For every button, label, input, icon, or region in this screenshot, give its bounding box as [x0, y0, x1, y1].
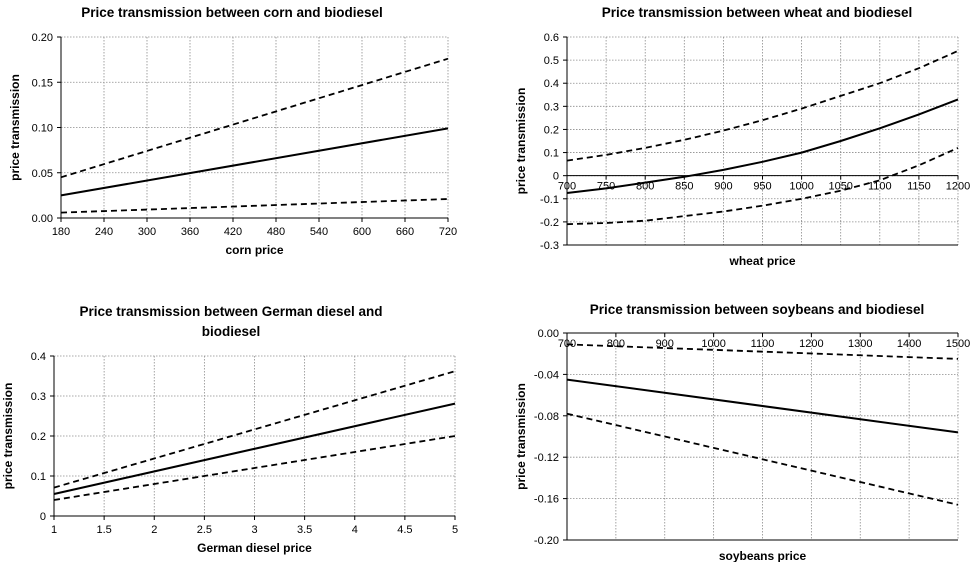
x-tick-label: 700	[558, 181, 576, 193]
y-tick-label: -0.12	[534, 452, 559, 464]
y-tick-label: -0.20	[534, 535, 559, 547]
y-tick-label: 0.1	[544, 148, 559, 160]
chart-title: biodiesel	[202, 324, 261, 339]
x-tick-label: 180	[52, 226, 70, 238]
x-tick-label: 360	[181, 226, 199, 238]
confidence-bound-line-3	[53, 435, 456, 501]
x-tick-label: 660	[396, 226, 414, 238]
y-tick-label: 0.05	[32, 168, 53, 180]
y-tick-label: 0.5	[544, 55, 559, 67]
x-tick-label: 1200	[799, 338, 823, 350]
x-tick-label: 420	[224, 226, 242, 238]
estimate-line-1	[566, 98, 959, 194]
x-tick-label: 480	[267, 226, 285, 238]
x-tick-label: 900	[714, 181, 732, 193]
x-tick-label: 1	[51, 524, 57, 536]
y-tick-label: -0.3	[540, 240, 559, 252]
y-tick-label: 0	[40, 511, 46, 523]
confidence-bound-line-2	[566, 50, 959, 162]
x-tick-label: 1050	[828, 181, 852, 193]
y-tick-label: 0.6	[544, 32, 559, 44]
chart-title: Price transmission between corn and biod…	[81, 5, 383, 20]
x-tick-label: 3	[251, 524, 257, 536]
x-tick-label: 1.5	[96, 524, 111, 536]
chart-4: Price transmission between soybeans and …	[514, 302, 970, 562]
y-tick-label: 0.00	[32, 213, 53, 225]
y-tick-label: 0.3	[544, 101, 559, 113]
y-tick-label: -0.2	[540, 217, 559, 229]
y-tick-label: 0.15	[32, 77, 53, 89]
x-tick-label: 1000	[789, 181, 813, 193]
chart-3: Price transmission between German diesel…	[1, 304, 458, 555]
y-axis-title: price transmission	[514, 383, 528, 490]
chart-title: Price transmission between German diesel…	[79, 304, 382, 319]
x-tick-label: 850	[675, 181, 693, 193]
x-tick-label: 950	[753, 181, 771, 193]
estimate-line-1	[53, 402, 456, 495]
y-axis-title: price transmission	[514, 88, 528, 195]
x-axis-title: corn price	[225, 243, 283, 257]
x-tick-label: 5	[452, 524, 458, 536]
x-tick-label: 1300	[848, 338, 872, 350]
x-tick-label: 700	[558, 338, 576, 350]
x-tick-label: 1200	[946, 181, 970, 193]
chart-title: Price transmission between soybeans and …	[590, 302, 925, 317]
y-tick-label: 0.20	[32, 32, 53, 44]
x-axis-title: German diesel price	[197, 541, 312, 555]
x-tick-label: 1000	[701, 338, 725, 350]
y-tick-label: -0.04	[534, 369, 559, 381]
x-tick-label: 1150	[907, 181, 931, 193]
x-tick-label: 4.5	[397, 524, 412, 536]
y-axis-title: price transmission	[1, 383, 15, 490]
x-tick-label: 1100	[868, 181, 892, 193]
estimate-line-1	[60, 127, 449, 197]
y-tick-label: -0.08	[534, 411, 559, 423]
x-tick-label: 300	[138, 226, 156, 238]
confidence-bound-line-2	[60, 57, 449, 179]
confidence-bound-line-3	[566, 147, 959, 226]
y-tick-label: 0.10	[32, 123, 53, 135]
chart-2: Price transmission between wheat and bio…	[514, 5, 970, 268]
y-tick-label: 0.00	[538, 328, 559, 340]
x-tick-label: 2.5	[197, 524, 212, 536]
x-tick-label: 2	[151, 524, 157, 536]
chart-title: Price transmission between wheat and bio…	[602, 5, 913, 20]
x-tick-label: 1500	[946, 338, 970, 350]
y-tick-label: -0.16	[534, 494, 559, 506]
y-tick-label: 0.2	[31, 431, 46, 443]
x-tick-label: 1400	[897, 338, 921, 350]
estimate-line-1	[566, 378, 959, 434]
y-tick-label: 0.1	[31, 471, 46, 483]
y-tick-label: 0.4	[31, 351, 46, 363]
y-tick-label: -0.1	[540, 194, 559, 206]
x-tick-label: 1100	[751, 338, 775, 350]
y-tick-label: 0.3	[31, 391, 46, 403]
y-tick-label: 0.2	[544, 124, 559, 136]
x-tick-label: 240	[95, 226, 113, 238]
chart-1: Price transmission between corn and biod…	[8, 5, 457, 257]
x-axis-title: soybeans price	[719, 549, 807, 562]
y-tick-label: 0	[553, 171, 559, 183]
x-tick-label: 600	[353, 226, 371, 238]
x-tick-label: 800	[607, 338, 625, 350]
x-tick-label: 4	[352, 524, 358, 536]
confidence-bound-line-2	[566, 343, 959, 360]
x-tick-label: 540	[310, 226, 328, 238]
y-axis-title: price transmission	[8, 74, 22, 181]
x-tick-label: 3.5	[297, 524, 312, 536]
x-axis-title: wheat price	[728, 254, 795, 268]
x-tick-label: 720	[439, 226, 457, 238]
confidence-bound-line-3	[60, 198, 449, 214]
y-tick-label: 0.4	[544, 78, 559, 90]
confidence-bound-line-3	[566, 412, 959, 506]
